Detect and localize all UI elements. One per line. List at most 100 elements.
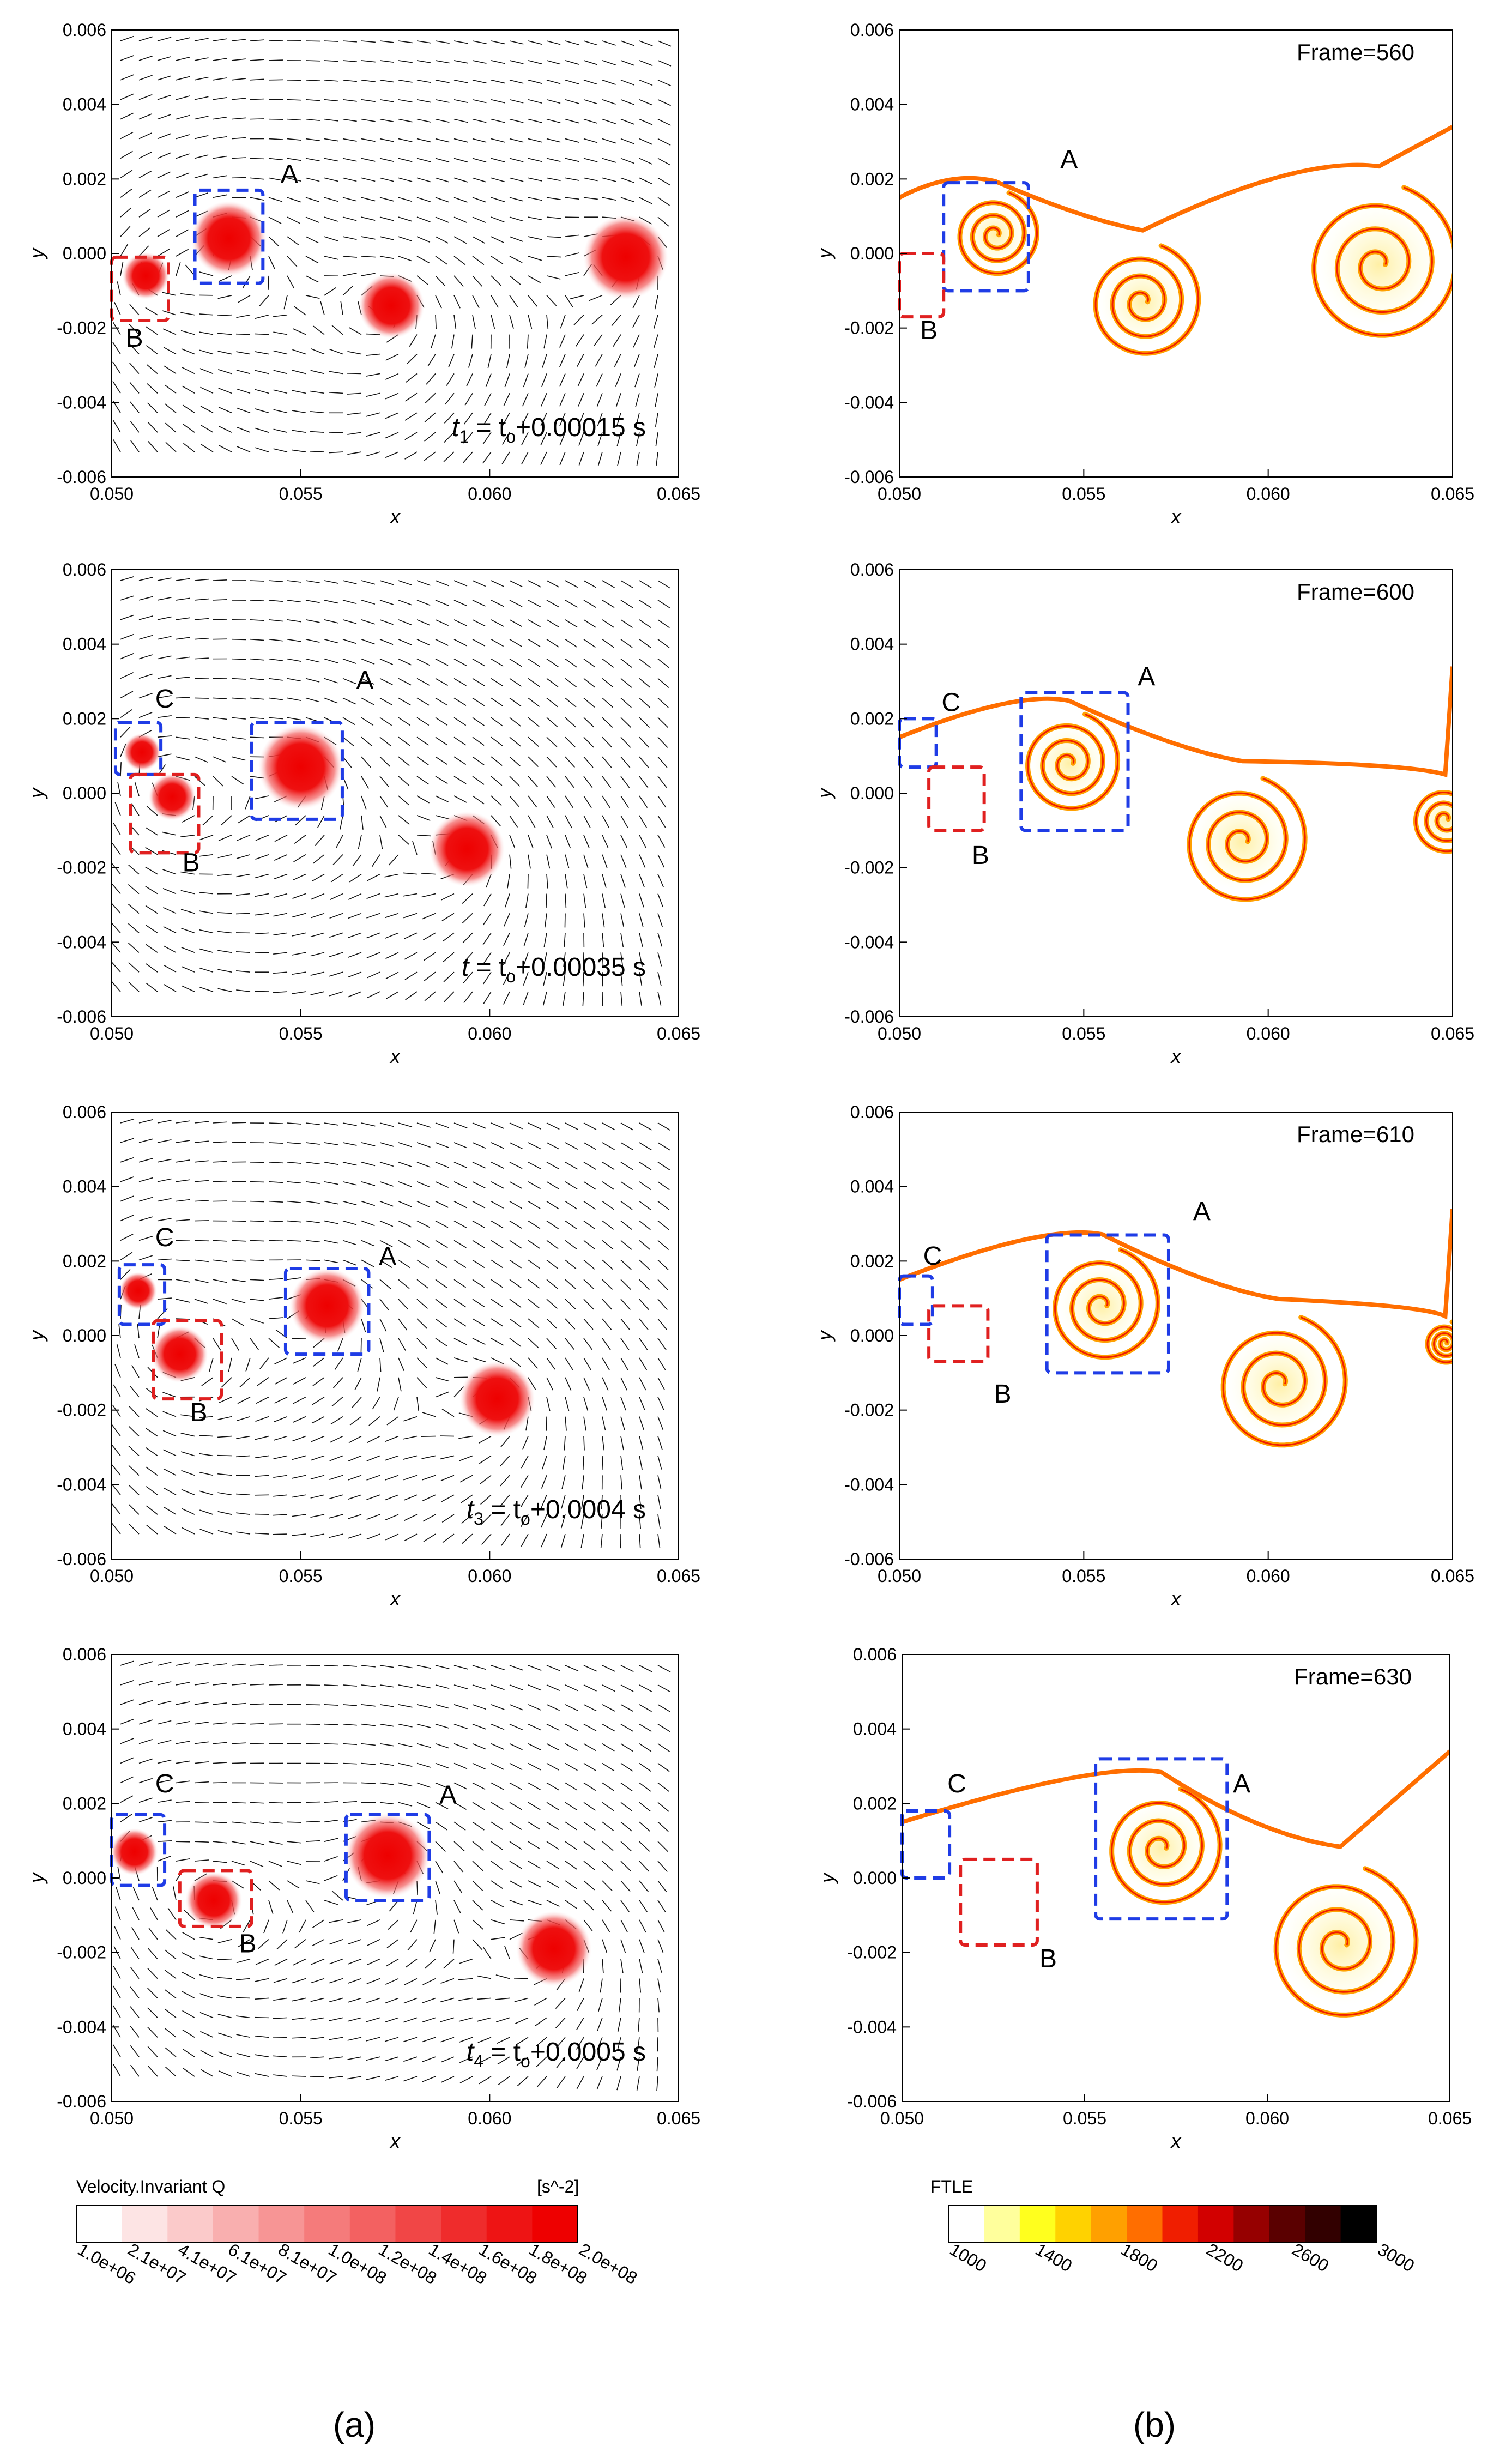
velocity-vector xyxy=(157,171,171,179)
velocity-vector xyxy=(462,913,473,924)
velocity-vector xyxy=(176,656,190,660)
velocity-vector xyxy=(546,678,559,687)
velocity-vector xyxy=(342,236,357,240)
velocity-vector xyxy=(528,1299,540,1309)
velocity-vector xyxy=(379,236,394,240)
velocity-vector xyxy=(452,1939,455,1954)
velocity-vector xyxy=(347,1919,362,1923)
velocity-vector xyxy=(459,1455,473,1461)
velocity-vector xyxy=(342,60,357,62)
velocity-vector xyxy=(657,1338,667,1350)
x-tick-label: 0.060 xyxy=(1247,1566,1290,1586)
velocity-vector xyxy=(463,451,473,463)
velocity-vector xyxy=(639,1782,651,1792)
velocity-vector xyxy=(416,1162,431,1168)
velocity-vector xyxy=(416,236,431,243)
velocity-vector xyxy=(138,1177,153,1182)
velocity-vector xyxy=(385,451,399,458)
velocity-vector xyxy=(528,835,534,849)
velocity-vector xyxy=(620,1475,622,1490)
velocity-vector xyxy=(231,98,246,100)
velocity-vector xyxy=(138,1700,153,1705)
colorbar-cell xyxy=(122,2205,168,2242)
y-axis-label: y xyxy=(813,247,836,260)
velocity-vector xyxy=(329,952,343,957)
velocity-vector xyxy=(292,328,306,335)
velocity-vector xyxy=(274,1357,288,1364)
velocity-vector xyxy=(287,678,301,682)
velocity-vector xyxy=(273,389,288,394)
velocity-vector xyxy=(361,756,371,768)
velocity-vector xyxy=(412,841,418,855)
velocity-vector xyxy=(217,1511,232,1515)
velocity-vector xyxy=(342,40,357,43)
velocity-vector xyxy=(509,60,524,64)
velocity-vector xyxy=(639,1724,652,1732)
velocity-vector xyxy=(435,138,450,143)
velocity-vector xyxy=(366,893,380,899)
velocity-vector xyxy=(491,1919,505,1925)
velocity-vector xyxy=(491,1880,504,1889)
velocity-vector xyxy=(348,1533,362,1539)
velocity-vector xyxy=(546,835,552,849)
velocity-vector xyxy=(384,893,399,898)
velocity-vector xyxy=(217,1473,232,1476)
velocity-vector xyxy=(657,1533,661,1548)
velocity-vector xyxy=(499,1455,510,1467)
velocity-vector xyxy=(422,2037,436,2043)
velocity-vector xyxy=(583,1821,596,1831)
velocity-vector xyxy=(602,600,615,608)
velocity-vector xyxy=(236,1416,251,1422)
vortex-v4 xyxy=(583,214,668,300)
velocity-vector xyxy=(342,1142,357,1146)
velocity-vector xyxy=(194,96,209,100)
velocity-vector xyxy=(483,893,492,907)
velocity-vector xyxy=(416,1397,420,1411)
velocity-vector xyxy=(435,1220,449,1228)
velocity-vector xyxy=(491,1338,504,1346)
velocity-vector xyxy=(255,427,269,433)
velocity-vector xyxy=(502,412,510,426)
velocity-vector xyxy=(462,1533,473,1544)
velocity-vector xyxy=(129,343,140,355)
velocity-vector xyxy=(361,678,374,685)
y-tick-label: -0.006 xyxy=(844,1007,894,1026)
velocity-vector xyxy=(620,639,633,648)
velocity-vector xyxy=(348,1435,362,1444)
velocity-vector xyxy=(164,1526,177,1535)
velocity-vector xyxy=(243,1919,251,1932)
velocity-vector xyxy=(639,1939,645,1953)
velocity-vector xyxy=(406,353,418,365)
velocity-vector xyxy=(509,1142,523,1149)
colorbar-cell xyxy=(1197,2205,1234,2242)
colorbar-cell xyxy=(258,2205,305,2242)
velocity-vector xyxy=(546,776,557,788)
velocity-vector xyxy=(147,383,158,394)
velocity-vector xyxy=(620,197,634,203)
velocity-vector xyxy=(639,60,653,67)
velocity-vector xyxy=(440,2056,455,2063)
velocity-vector xyxy=(361,256,376,258)
velocity-vector xyxy=(305,1122,320,1125)
velocity-vector xyxy=(287,1162,301,1164)
velocity-vector xyxy=(602,874,607,888)
velocity-vector xyxy=(424,451,436,461)
velocity-vector xyxy=(583,854,589,868)
velocity-vector xyxy=(324,236,338,241)
velocity-vector xyxy=(273,428,288,433)
velocity-vector xyxy=(157,1856,171,1862)
velocity-vector xyxy=(236,2034,251,2038)
velocity-vector xyxy=(636,413,640,427)
velocity-vector xyxy=(176,1682,190,1686)
velocity-vector xyxy=(250,1299,264,1301)
velocity-vector xyxy=(639,1377,646,1391)
velocity-vector xyxy=(138,170,152,179)
vortex-A xyxy=(289,1268,365,1344)
velocity-vector xyxy=(164,1970,177,1979)
velocity-vector xyxy=(497,2056,510,2065)
velocity-vector xyxy=(176,249,189,257)
velocity-vector xyxy=(366,392,380,397)
velocity-vector xyxy=(342,1200,357,1205)
velocity-vector xyxy=(287,658,301,662)
velocity-vector xyxy=(500,1436,510,1448)
